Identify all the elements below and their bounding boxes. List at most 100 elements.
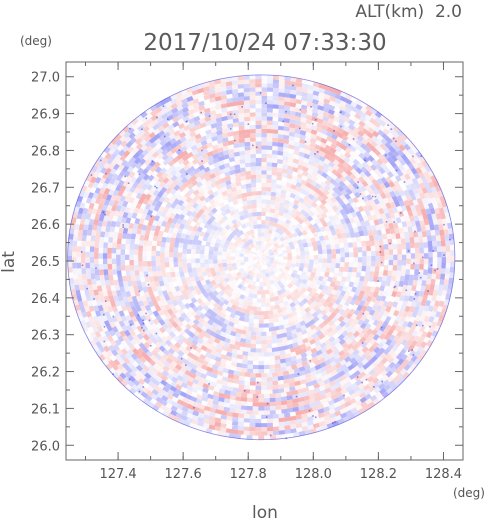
radar-cell [322, 102, 331, 109]
radar-cell [99, 330, 106, 338]
radar-cell [358, 176, 366, 184]
radar-cell [274, 355, 281, 361]
radar-cell [365, 105, 373, 112]
radar-cell [136, 212, 143, 220]
radar-cell [190, 144, 198, 151]
radar-cell [142, 299, 149, 307]
radar-cell [137, 223, 144, 230]
radar-cell [243, 91, 251, 97]
radar-cell [362, 128, 370, 136]
radar-cell [353, 154, 361, 161]
radar-cell [261, 377, 267, 382]
radar-cell [269, 356, 275, 361]
radar-cell [353, 216, 360, 223]
radar-cell [292, 402, 299, 408]
radar-cell [128, 310, 135, 318]
radar-cell [261, 153, 267, 158]
radar-cell [396, 238, 402, 245]
radar-cell [303, 403, 311, 410]
radar-cell [282, 227, 289, 234]
radar-cell [272, 278, 279, 284]
radar-cell [103, 199, 110, 206]
radar-cell [309, 137, 317, 144]
radar-cell [181, 102, 189, 109]
radar-cell [188, 206, 196, 213]
radar-cell [353, 257, 359, 263]
radar-cell [387, 151, 395, 159]
radar-cell [321, 314, 329, 321]
radar-cell [96, 285, 103, 292]
radar-cell [219, 331, 227, 338]
radar-cell [297, 168, 304, 175]
radar-cell [81, 212, 87, 220]
radar-cell [421, 197, 428, 205]
radar-cell [226, 411, 233, 417]
radar-cell [185, 323, 192, 330]
radar-cell [282, 151, 290, 157]
radar-cell [136, 347, 145, 355]
radar-cell [170, 326, 178, 334]
radar-cell [281, 172, 288, 178]
radar-cell [158, 318, 166, 326]
radar-cell [249, 120, 256, 126]
radar-cell [273, 242, 279, 248]
radar-cell [169, 295, 176, 302]
radar-cell [278, 417, 285, 423]
radar-cell [255, 95, 262, 100]
radar-cell [221, 190, 228, 197]
radar-cell [87, 191, 95, 199]
radar-cell [385, 202, 392, 209]
radar-cell [278, 320, 285, 326]
radar-cell [148, 290, 155, 298]
radar-cell [373, 386, 382, 394]
radar-cell [331, 328, 339, 335]
radar-cell [103, 236, 109, 243]
radar-cell [218, 392, 225, 399]
radar-cell [393, 145, 401, 153]
radar-cell [404, 231, 410, 238]
radar-cell [368, 276, 374, 283]
radar-cell [239, 150, 246, 156]
radar-cell [144, 140, 152, 148]
radar-cell [266, 178, 272, 184]
radar-cell [388, 361, 396, 369]
radar-cell [304, 207, 312, 214]
radar-cell [297, 388, 304, 394]
radar-cell [273, 317, 279, 323]
radar-cell [338, 153, 347, 160]
radar-cell [342, 184, 350, 192]
radar-cell [233, 268, 240, 274]
radar-cell [265, 255, 270, 258]
radar-cell [255, 116, 262, 121]
radar-cell [174, 363, 183, 371]
radar-cell [404, 274, 410, 281]
radar-cell [372, 276, 379, 283]
radar-cell [266, 381, 273, 386]
radar-cell [283, 412, 291, 418]
radar-cell [306, 215, 314, 222]
radar-cell [274, 304, 281, 310]
radar-cell [221, 345, 228, 352]
radar-cell [225, 188, 233, 195]
radar-cell [131, 191, 138, 199]
radar-cell [363, 388, 372, 396]
radar-cell [195, 393, 203, 400]
radar-cell [176, 104, 184, 112]
radar-cell [335, 136, 344, 143]
radar-cell [144, 158, 152, 166]
radar-cell [411, 177, 419, 185]
radar-cell [161, 323, 169, 330]
radar-cell [171, 276, 177, 283]
radar-cell [191, 262, 197, 268]
radar-cell [311, 107, 320, 114]
radar-cell [228, 321, 235, 328]
radar-cell [324, 339, 332, 346]
radar-cell [105, 284, 112, 292]
radar-cell [430, 229, 436, 237]
radar-cell [328, 156, 336, 163]
radar-cell [349, 110, 357, 117]
radar-cell [256, 256, 262, 258]
radar-cell [256, 269, 261, 274]
radar-cell [426, 278, 432, 286]
radar-cell [212, 275, 219, 281]
